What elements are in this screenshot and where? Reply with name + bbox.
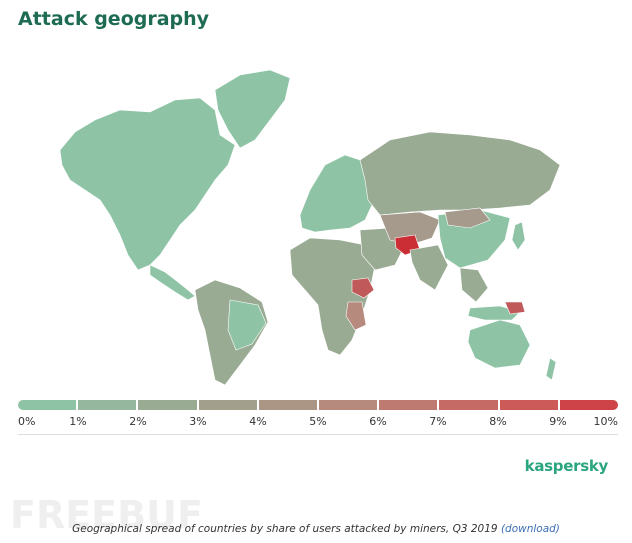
region-ethiopia[interactable] xyxy=(351,277,375,299)
region-europe[interactable] xyxy=(299,154,373,233)
legend-label: 9% xyxy=(549,415,567,428)
legend-label: 2% xyxy=(129,415,147,428)
legend-label: 8% xyxy=(489,415,507,428)
world-map-svg xyxy=(59,69,561,386)
legend-label: 7% xyxy=(429,415,447,428)
legend-label: 4% xyxy=(249,415,267,428)
legend-segment xyxy=(198,400,259,410)
legend-label: 5% xyxy=(309,415,327,428)
region-central-asia[interactable] xyxy=(379,211,441,246)
region-south-asia[interactable] xyxy=(409,244,449,291)
region-greenland[interactable] xyxy=(214,69,291,149)
region-new-zealand[interactable] xyxy=(545,357,557,381)
legend-labels: 0% 1% 2% 3% 4% 5% 6% 7% 8% 9% 10% xyxy=(18,415,618,429)
region-indonesia[interactable] xyxy=(467,305,521,321)
legend-segment xyxy=(439,400,500,410)
legend-segment xyxy=(319,400,380,410)
region-east-africa[interactable] xyxy=(345,301,367,331)
legend-segment xyxy=(258,400,320,410)
legend-segment xyxy=(138,400,199,410)
legend-label: 3% xyxy=(189,415,207,428)
legend-color-scale xyxy=(18,400,619,410)
region-russia[interactable] xyxy=(359,131,561,216)
region-central-america[interactable] xyxy=(149,264,196,301)
legend-segment xyxy=(559,400,619,410)
region-north-america[interactable] xyxy=(59,97,236,271)
region-japan[interactable] xyxy=(511,221,526,251)
freebuf-watermark: FREEBUF xyxy=(10,493,203,536)
legend-segment xyxy=(18,400,79,410)
world-map xyxy=(0,40,632,390)
legend-segment xyxy=(78,400,139,410)
map-caption: Geographical spread of countries by shar… xyxy=(0,523,632,535)
legend-label: 6% xyxy=(369,415,387,428)
download-link[interactable]: (download) xyxy=(500,523,560,535)
legend-label: 10% xyxy=(593,415,618,428)
region-australia[interactable] xyxy=(467,319,531,369)
divider xyxy=(18,434,618,435)
region-south-america-east[interactable] xyxy=(227,299,267,351)
region-southeast-asia[interactable] xyxy=(459,267,489,303)
legend-label: 0% xyxy=(18,415,36,428)
caption-text: Geographical spread of countries by shar… xyxy=(72,523,498,535)
region-mongolia[interactable] xyxy=(444,207,491,229)
legend-segment xyxy=(499,400,560,410)
region-papua[interactable] xyxy=(504,301,526,315)
page-title: Attack geography xyxy=(18,8,210,30)
legend-label: 1% xyxy=(69,415,87,428)
watermark-text: FREEBUF xyxy=(10,493,203,536)
kaspersky-logo: kaspersky xyxy=(524,457,609,475)
legend-segment xyxy=(379,400,440,410)
